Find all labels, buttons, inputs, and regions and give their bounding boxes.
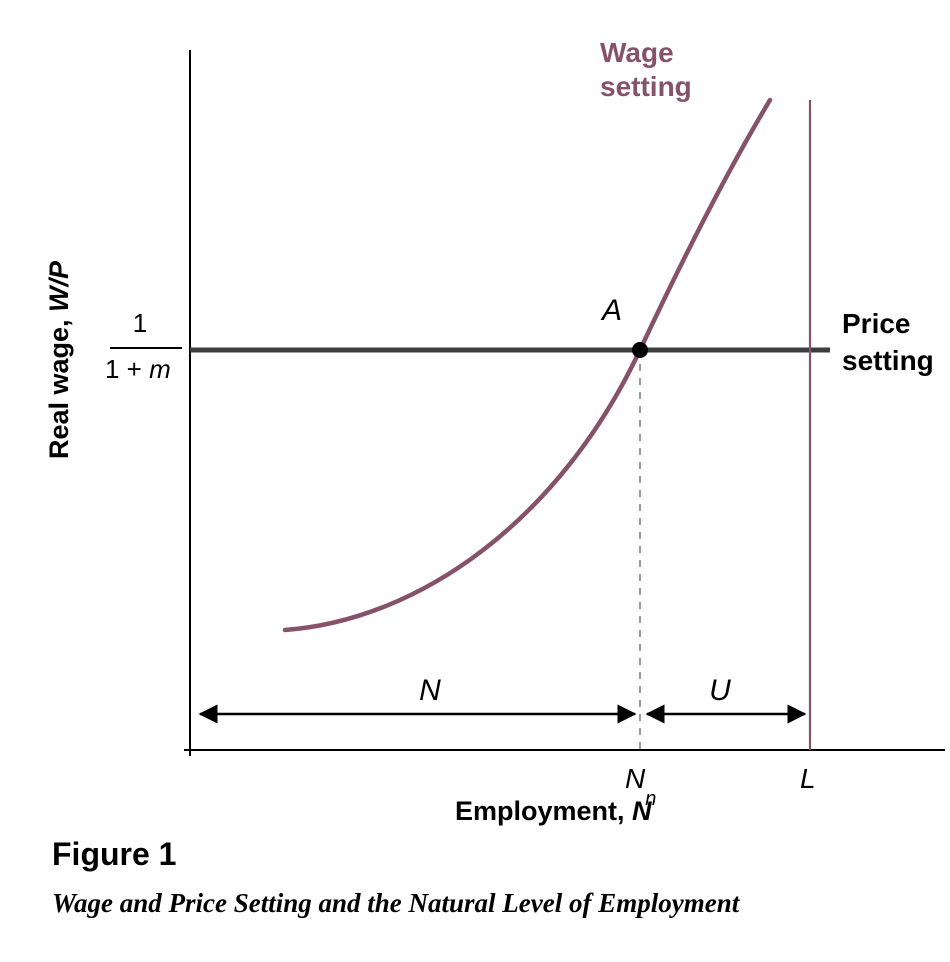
unemployment-U-label: U: [709, 674, 731, 707]
wage-setting-label-line1: Wage: [600, 37, 674, 68]
x-axis-label: Employment, N: [455, 796, 652, 826]
y-tick-numerator: 1: [133, 308, 147, 338]
wage-setting-curve: [285, 100, 770, 630]
point-A: [632, 342, 648, 358]
employment-N-label: N: [419, 674, 441, 707]
point-A-label: A: [600, 294, 622, 327]
y-tick-denominator: 1 + m: [105, 354, 171, 384]
figure-number: Figure 1: [52, 836, 912, 873]
chart-svg: Real wage, W/P Employment, N 1 1 + m Wag…: [0, 0, 950, 830]
figure-container: Real wage, W/P Employment, N 1 1 + m Wag…: [0, 0, 950, 962]
price-setting-label-line1: Price: [842, 308, 911, 339]
figure-title: Wage and Price Setting and the Natural L…: [52, 887, 912, 921]
labor-force-L-label: L: [800, 763, 816, 794]
y-axis-label: Real wage, W/P: [44, 260, 74, 459]
price-setting-label-line2: setting: [842, 345, 934, 376]
wage-setting-label-line2: setting: [600, 71, 692, 102]
figure-caption: Figure 1 Wage and Price Setting and the …: [52, 836, 912, 921]
